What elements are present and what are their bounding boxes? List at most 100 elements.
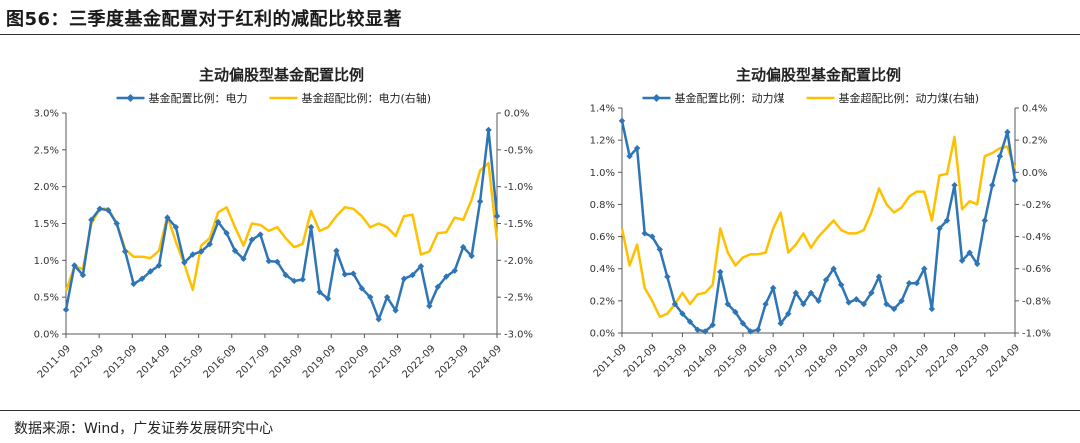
data-point	[88, 216, 95, 224]
data-point	[451, 267, 458, 274]
series-line	[64, 128, 499, 321]
data-point	[409, 271, 416, 279]
data-point	[996, 153, 1004, 160]
legend-label: 基金配置比例：动力煤	[675, 91, 785, 105]
series-line	[64, 161, 499, 292]
legend: 基金配置比例：电力 基金超配比例：电力(右轴)	[116, 91, 432, 105]
y-left-tick-label: 0.0%	[34, 330, 59, 341]
data-point	[240, 255, 247, 263]
x-tick-label: 2019-09	[301, 343, 338, 380]
data-point	[113, 220, 120, 227]
data-point	[633, 144, 641, 152]
y-right-tick-label: -1.0%	[1022, 329, 1051, 340]
y-right-tick-label: -3.0%	[504, 330, 533, 341]
data-point	[350, 270, 357, 277]
data-point	[928, 305, 936, 313]
y-left-tick-label: 0.0%	[590, 329, 615, 340]
data-point	[777, 320, 784, 327]
data-point	[459, 243, 467, 251]
data-point	[181, 259, 188, 266]
data-point	[189, 251, 196, 258]
y-left-tick-label: 1.5%	[34, 219, 59, 230]
data-point	[299, 276, 306, 283]
data-point	[341, 271, 349, 278]
data-point	[974, 260, 981, 268]
data-point	[468, 252, 475, 260]
y-left-tick-label: 2.0%	[34, 182, 59, 193]
legend-label: 基金配置比例：电力	[149, 91, 248, 105]
y-left-tick-label: 1.0%	[590, 168, 615, 179]
data-point	[290, 277, 298, 285]
data-point	[172, 223, 180, 231]
data-point	[943, 217, 951, 224]
data-point	[641, 230, 648, 237]
x-tick-label: 2020-09	[334, 343, 371, 380]
y-right-tick-label: 0.0%	[1022, 168, 1047, 179]
data-point	[981, 217, 988, 224]
data-point	[618, 117, 626, 125]
data-point	[367, 293, 374, 301]
legend-marker	[652, 94, 661, 102]
data-point	[71, 262, 78, 269]
series-allocation	[618, 117, 1019, 335]
data-point	[664, 273, 671, 280]
data-point	[717, 268, 724, 276]
chart-title: 主动偏股型基金配置比例	[199, 66, 364, 84]
data-point	[130, 280, 137, 288]
series-line	[620, 135, 1017, 319]
data-point	[231, 247, 239, 254]
data-point	[417, 263, 425, 270]
y-right-tick-label: -1.0%	[504, 182, 533, 193]
legend-label: 基金超配比例：电力(右轴)	[302, 91, 432, 105]
data-point	[426, 302, 433, 310]
data-point	[493, 212, 501, 220]
x-tick-label: 2022-09	[400, 343, 437, 380]
x-tick-label: 2024-09	[985, 342, 1022, 379]
figure-source: 数据来源：Wind，广发证券发展研究中心	[14, 421, 274, 437]
data-point	[890, 305, 898, 313]
data-point	[206, 240, 213, 248]
legend-item: 基金超配比例：电力(右轴)	[269, 91, 432, 105]
data-point	[936, 225, 943, 232]
y-right-tick-label: -2.0%	[504, 256, 533, 267]
y-right-tick-label: -1.5%	[504, 219, 533, 230]
series-overweight	[64, 161, 499, 292]
data-point	[754, 326, 762, 333]
figure-title: 图56：三季度基金配置对于红利的减配比较显著	[6, 9, 403, 30]
data-point	[837, 281, 845, 288]
data-point	[434, 283, 442, 291]
data-point	[214, 218, 222, 226]
figure-header: 图56：三季度基金配置对于红利的减配比较显著	[0, 0, 1080, 34]
data-point	[358, 285, 365, 292]
data-point	[800, 300, 807, 308]
y-left-tick-label: 1.4%	[590, 104, 615, 115]
data-point	[1011, 177, 1019, 184]
y-right-tick-label: -0.6%	[1022, 264, 1051, 275]
data-point	[105, 207, 112, 214]
data-point	[198, 248, 205, 255]
data-point	[138, 275, 146, 282]
data-point	[265, 257, 273, 265]
y-right-tick-label: -0.2%	[1022, 200, 1051, 211]
y-left-tick-label: 0.2%	[590, 296, 615, 307]
data-point	[951, 181, 958, 189]
data-point	[989, 181, 996, 189]
x-tick-label: 2013-09	[102, 343, 139, 380]
y-left-tick-label: 1.2%	[590, 136, 615, 147]
y-right-tick-label: -0.8%	[1022, 296, 1051, 307]
data-point	[476, 198, 484, 205]
legend-item: 基金配置比例：动力煤	[642, 91, 785, 105]
x-tick-label: 2012-09	[69, 343, 106, 380]
x-tick-label: 2016-09	[202, 343, 239, 380]
legend-marker	[126, 94, 135, 102]
data-point	[155, 262, 163, 269]
data-point	[164, 214, 171, 221]
y-right-tick-label: 0.2%	[1022, 136, 1047, 147]
data-point	[62, 306, 70, 313]
data-point	[121, 248, 129, 255]
data-point	[656, 246, 663, 253]
x-tick-label: 2011-09	[36, 343, 73, 380]
data-point	[400, 275, 408, 282]
